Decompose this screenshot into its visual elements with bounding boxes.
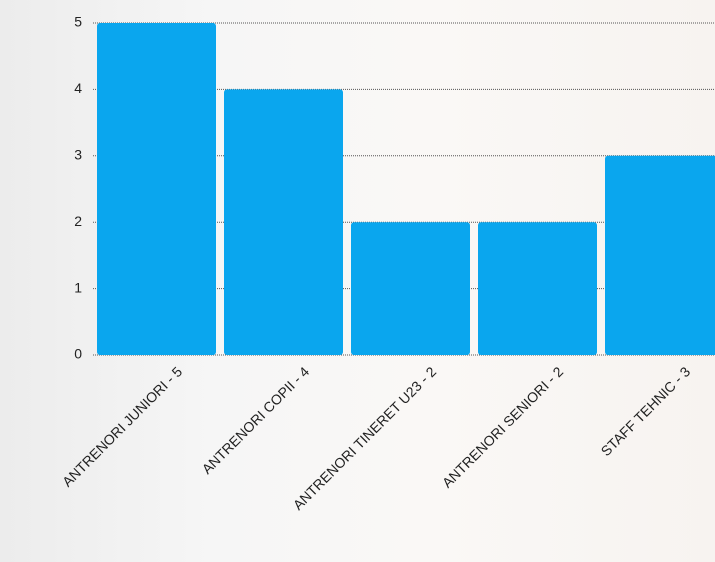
bar bbox=[478, 222, 597, 355]
x-tick-label: STAFF TEHNIC - 3 bbox=[598, 363, 694, 459]
y-tick-label: 4 bbox=[74, 80, 82, 96]
x-tick-label: ANTRENORI TINERET U23 - 2 bbox=[290, 363, 440, 513]
x-tick-label: ANTRENORI SENIORI - 2 bbox=[439, 363, 567, 491]
bar bbox=[605, 155, 715, 355]
x-tick-label: ANTRENORI JUNIORI - 5 bbox=[59, 363, 185, 489]
y-tick-label: 5 bbox=[74, 14, 82, 30]
y-tick-label: 3 bbox=[74, 147, 82, 163]
x-tick-label: ANTRENORI COPII - 4 bbox=[199, 363, 313, 477]
y-tick-label: 1 bbox=[74, 279, 82, 295]
bar bbox=[97, 23, 216, 355]
y-tick-label: 2 bbox=[74, 213, 82, 229]
y-tick-label: 0 bbox=[74, 346, 82, 362]
bar bbox=[351, 222, 470, 355]
bar bbox=[224, 89, 343, 356]
